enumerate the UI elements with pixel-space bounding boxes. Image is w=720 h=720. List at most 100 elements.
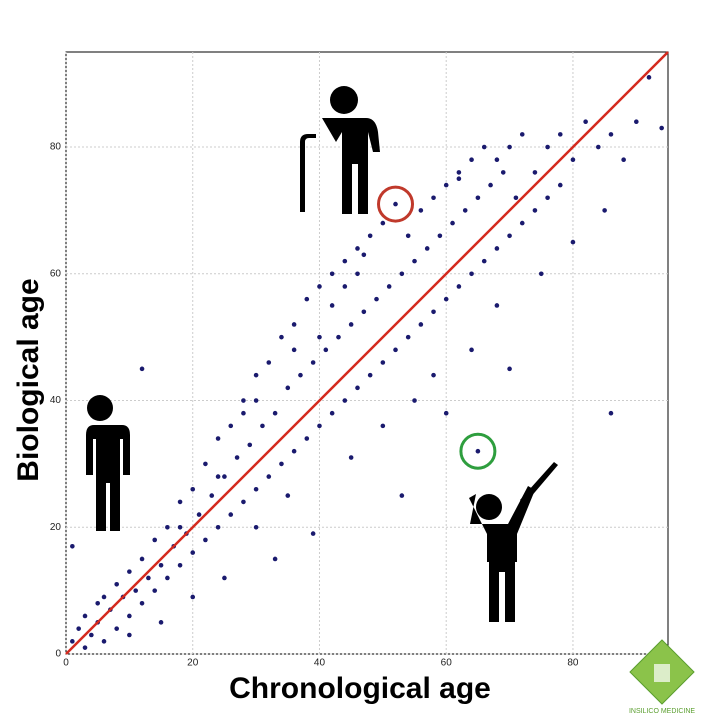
point — [507, 366, 512, 372]
point — [494, 303, 500, 308]
point — [437, 233, 443, 239]
point — [538, 271, 544, 277]
point — [399, 271, 405, 277]
point — [494, 157, 500, 163]
point — [272, 556, 278, 562]
point — [431, 372, 436, 378]
point — [234, 455, 240, 460]
point — [291, 347, 297, 353]
point — [507, 233, 512, 239]
point — [456, 284, 462, 289]
point — [418, 322, 424, 327]
point — [557, 182, 563, 188]
point — [412, 398, 417, 403]
adult-icon — [78, 395, 130, 531]
point — [329, 303, 335, 308]
point — [412, 258, 417, 264]
point — [424, 246, 430, 251]
point — [418, 208, 424, 213]
point — [70, 543, 75, 549]
point — [570, 157, 576, 163]
point — [583, 119, 588, 125]
point — [380, 220, 386, 226]
point — [253, 524, 259, 530]
point — [190, 550, 196, 555]
point — [139, 601, 145, 606]
point — [595, 144, 601, 150]
point — [190, 486, 196, 492]
point — [146, 575, 151, 581]
point — [177, 499, 183, 505]
point — [215, 436, 221, 441]
point — [443, 296, 449, 302]
point — [177, 562, 183, 568]
point — [450, 220, 455, 226]
point — [374, 296, 379, 302]
point — [570, 239, 576, 245]
point — [70, 639, 75, 644]
trend-line — [65, 51, 669, 655]
point — [469, 271, 474, 277]
point — [634, 119, 639, 125]
point — [114, 626, 119, 631]
point — [285, 385, 291, 391]
point — [342, 284, 348, 289]
point — [367, 233, 373, 239]
point — [241, 410, 246, 416]
old-person-icon — [300, 86, 380, 214]
highlight-ring — [459, 432, 497, 470]
point — [494, 246, 500, 251]
point — [139, 556, 145, 562]
point — [475, 448, 481, 454]
young-person-icon — [469, 462, 558, 622]
point — [291, 448, 297, 454]
point — [367, 372, 373, 378]
point — [380, 360, 386, 365]
point — [215, 524, 221, 530]
point — [272, 410, 278, 416]
point — [342, 398, 348, 403]
point — [399, 493, 405, 498]
point — [481, 258, 487, 264]
point — [348, 322, 354, 327]
point — [336, 334, 341, 340]
point — [310, 531, 316, 536]
point — [89, 632, 94, 638]
point — [228, 512, 234, 517]
point — [361, 252, 367, 258]
point — [310, 360, 316, 365]
point — [545, 195, 550, 201]
point — [139, 366, 145, 372]
point — [393, 347, 398, 353]
point — [158, 562, 164, 568]
x-tick-label: 40 — [314, 658, 326, 669]
y-tick-label: 60 — [50, 268, 62, 279]
point — [456, 170, 462, 175]
point — [222, 474, 227, 479]
logo: INSILICO MEDICINE — [629, 639, 695, 715]
point — [355, 271, 360, 277]
point — [190, 594, 196, 600]
point — [646, 75, 652, 80]
point — [431, 195, 436, 201]
point — [456, 176, 462, 182]
point — [519, 132, 525, 137]
point — [114, 581, 119, 587]
point — [342, 258, 348, 264]
point — [241, 398, 246, 403]
point — [386, 284, 392, 289]
point — [462, 208, 468, 213]
x-tick-label: 20 — [187, 658, 199, 669]
point — [405, 233, 411, 239]
point — [304, 296, 310, 302]
x-tick-label: 80 — [567, 658, 579, 669]
point — [355, 385, 360, 391]
point — [431, 309, 436, 315]
point — [196, 512, 202, 517]
point — [285, 493, 291, 498]
point — [602, 208, 607, 213]
point — [443, 182, 449, 188]
point — [266, 360, 272, 365]
